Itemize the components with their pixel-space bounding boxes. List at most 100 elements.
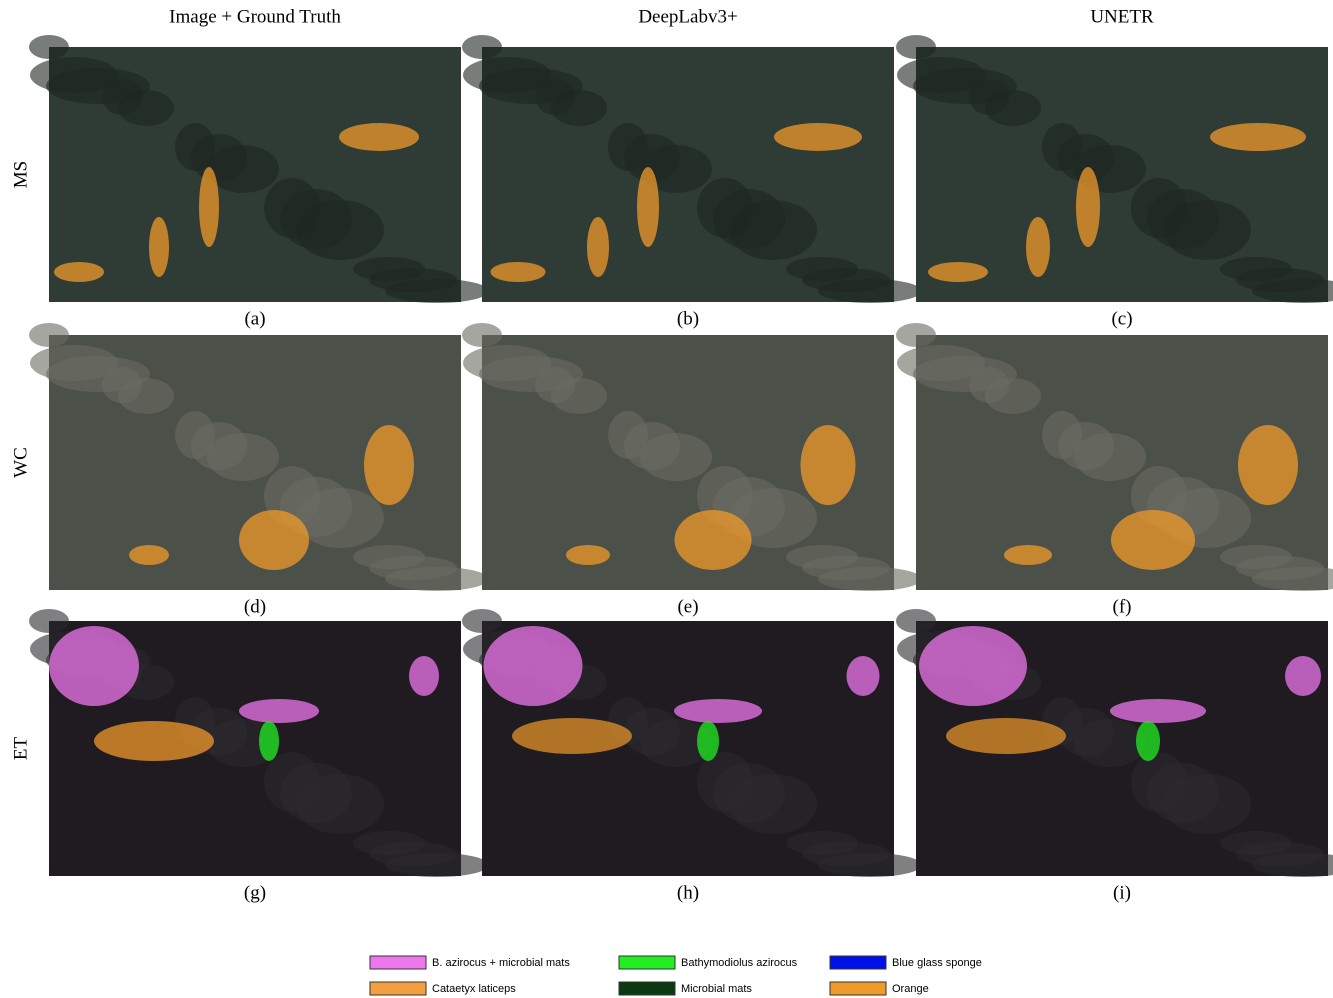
texture (1042, 123, 1082, 171)
segmentation-mask (484, 626, 583, 706)
texture (30, 345, 118, 381)
subfigure-caption: (b) (677, 308, 699, 329)
segmentation-mask (675, 510, 752, 570)
legend-label: Orange (892, 983, 929, 995)
subfigure-caption: (i) (1113, 882, 1131, 903)
segmentation-mask (409, 656, 439, 696)
segmentation-mask (674, 699, 762, 723)
segmentation-mask (566, 545, 610, 565)
texture (786, 257, 858, 281)
segmentation-mask (54, 262, 104, 282)
texture (1042, 411, 1082, 459)
subfigure-caption: (d) (244, 596, 266, 617)
image-panel (29, 35, 489, 303)
texture (462, 609, 502, 633)
legend-label: B. azirocus + microbial mats (432, 957, 570, 969)
texture (786, 831, 858, 855)
texture (896, 609, 936, 633)
legend-label: Blue glass sponge (892, 957, 982, 969)
segmentation-mask (847, 656, 880, 696)
texture (786, 545, 858, 569)
texture (264, 752, 320, 812)
texture (697, 178, 753, 238)
segmentation-mask (149, 217, 169, 277)
segmentation-mask (1111, 510, 1195, 570)
subfigure-caption: (a) (244, 308, 265, 329)
legend-swatch (370, 956, 426, 969)
segmentation-mask (1076, 167, 1100, 247)
subfigure-caption: (e) (677, 596, 698, 617)
segmentation-mask (199, 167, 219, 247)
segmentation-mask (364, 425, 414, 505)
segmentation-mask (1026, 217, 1050, 277)
row-label: ET (10, 737, 31, 761)
texture (463, 345, 551, 381)
subfigure-caption: (g) (244, 882, 266, 903)
segmentation-mask (637, 167, 659, 247)
figure: Image + Ground TruthDeepLabv3+UNETRMS(a)… (0, 0, 1333, 998)
segmentation-mask (239, 510, 309, 570)
texture (463, 57, 551, 93)
segmentation-mask (129, 545, 169, 565)
legend-swatch (619, 982, 675, 995)
texture (896, 323, 936, 347)
texture (353, 831, 425, 855)
legend-swatch (830, 956, 886, 969)
segmentation-mask (49, 626, 139, 706)
texture (1220, 831, 1292, 855)
segmentation-mask (928, 262, 988, 282)
texture (264, 178, 320, 238)
texture (29, 609, 69, 633)
image-panel (29, 609, 489, 877)
subfigure-caption: (f) (1113, 596, 1132, 617)
segmentation-mask (1238, 425, 1298, 505)
texture (608, 411, 648, 459)
image-panel (896, 609, 1333, 877)
legend-label: Microbial mats (681, 983, 752, 995)
figure-canvas: Image + Ground TruthDeepLabv3+UNETRMS(a)… (0, 0, 1333, 998)
texture (462, 35, 502, 59)
texture (175, 123, 215, 171)
texture (175, 411, 215, 459)
segmentation-mask (801, 425, 856, 505)
segmentation-mask (697, 721, 719, 761)
texture (608, 123, 648, 171)
legend-label: Cataetyx laticeps (432, 983, 516, 995)
texture (896, 35, 936, 59)
texture (353, 545, 425, 569)
legend-swatch (370, 982, 426, 995)
texture (29, 323, 69, 347)
column-header: Image + Ground Truth (169, 6, 341, 27)
texture (1131, 178, 1187, 238)
segmentation-mask (491, 262, 546, 282)
segmentation-mask (339, 123, 419, 151)
segmentation-mask (259, 721, 279, 761)
segmentation-mask (946, 718, 1066, 754)
legend-swatch (619, 956, 675, 969)
texture (897, 345, 985, 381)
segmentation-mask (1136, 721, 1160, 761)
segmentation-mask (239, 699, 319, 723)
legend-label: Bathymodiolus azirocus (681, 957, 798, 969)
image-panel (896, 323, 1333, 591)
texture (462, 323, 502, 347)
image-panel (462, 323, 922, 591)
image-panel (29, 323, 489, 591)
image-panel (462, 609, 922, 877)
subfigure-caption: (h) (677, 882, 699, 903)
segmentation-mask (512, 718, 632, 754)
texture (30, 57, 118, 93)
legend-swatch (830, 982, 886, 995)
segmentation-mask (919, 626, 1027, 706)
segmentation-mask (774, 123, 862, 151)
segmentation-mask (94, 721, 214, 761)
texture (353, 257, 425, 281)
row-label: WC (10, 447, 31, 478)
subfigure-caption: (c) (1111, 308, 1132, 329)
image-panel (896, 35, 1333, 303)
image-panel (462, 35, 922, 303)
texture (1131, 752, 1187, 812)
segmentation-mask (587, 217, 609, 277)
texture (697, 752, 753, 812)
texture (897, 57, 985, 93)
